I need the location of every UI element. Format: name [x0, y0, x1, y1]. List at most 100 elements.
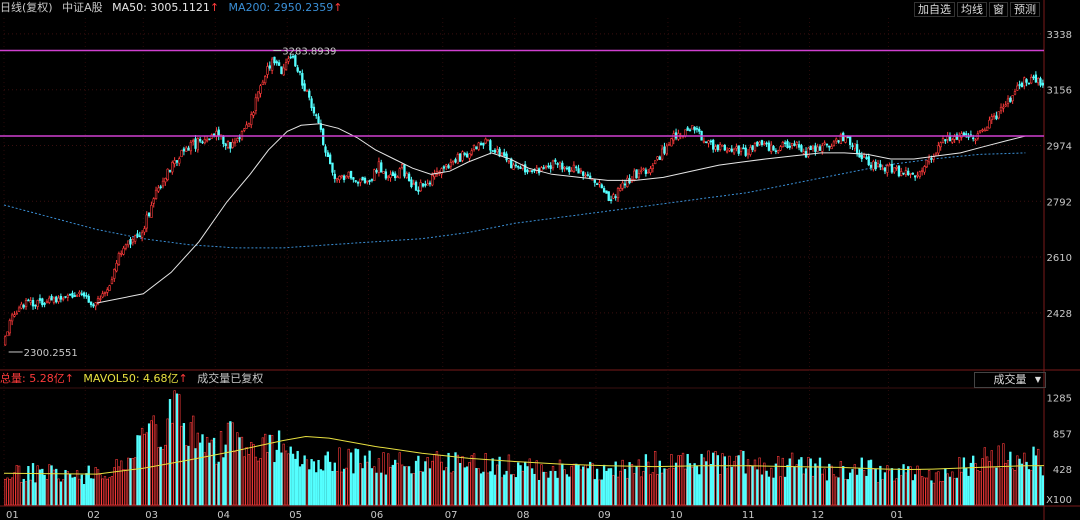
volume-bar [1006, 460, 1010, 506]
volume-bar [384, 474, 388, 506]
volume-bar [575, 463, 578, 506]
candle-body [897, 165, 901, 177]
volume-bar [965, 467, 968, 506]
volume-bar [493, 474, 497, 506]
volume-bar [967, 475, 970, 506]
candle-body [795, 142, 798, 146]
volume-bar [598, 479, 601, 506]
volume-bar [944, 468, 947, 506]
volume-bar [818, 457, 822, 506]
candle-body [990, 116, 993, 121]
candle-body [893, 167, 896, 173]
candle-body [66, 295, 69, 298]
period-label[interactable]: 日线(复权) [0, 1, 53, 14]
ma50-up-arrow-icon: ↑ [209, 1, 220, 14]
candle-body [972, 137, 975, 140]
volume-bar [303, 455, 306, 506]
forecast-button[interactable]: 预测 [1010, 2, 1040, 17]
volume-bar [628, 462, 631, 506]
volume-bar [503, 474, 506, 506]
candle-body [698, 128, 701, 132]
volume-bar [308, 469, 311, 506]
volume-bar [695, 465, 699, 506]
volume-bar [521, 470, 525, 506]
candle-body [554, 159, 557, 162]
window-button[interactable]: 窗 [989, 2, 1008, 17]
candle-body [763, 143, 766, 146]
volume-bar [972, 455, 975, 506]
volume-bar [199, 442, 202, 506]
volume-bar [22, 478, 25, 506]
volume-bar [626, 478, 629, 506]
volume-bar [414, 460, 418, 506]
volume-bar [10, 477, 14, 506]
candle-body [665, 145, 668, 155]
candle-body [231, 141, 234, 148]
candle-body [479, 143, 483, 146]
volume-bar [616, 476, 620, 506]
volume-bar [595, 468, 599, 506]
candle-body [64, 296, 67, 298]
candle-body [600, 184, 603, 189]
volume-bar [568, 476, 571, 506]
candle-body [886, 165, 889, 173]
candle-body [579, 170, 583, 172]
volume-bar [312, 461, 316, 506]
volume-bar [1016, 455, 1019, 506]
moving-average-button[interactable]: 均线 [957, 2, 987, 17]
candle-body [27, 299, 30, 302]
candle-body [247, 123, 251, 127]
volume-bar [535, 460, 538, 506]
candle-body [965, 133, 968, 135]
price-tick-label: 3338 [1047, 30, 1072, 41]
candle-body [103, 291, 107, 294]
candle-body [602, 188, 606, 193]
volume-bar [941, 480, 945, 506]
candle-body [168, 170, 172, 172]
candle-body [983, 129, 986, 132]
candle-body [686, 127, 689, 131]
candle-body [338, 175, 341, 181]
add-watchlist-button[interactable]: 加自选 [914, 2, 955, 17]
price-tick-label: 2792 [1047, 197, 1072, 208]
candle-body [862, 155, 866, 158]
candle-body [152, 198, 155, 204]
volume-bar [405, 466, 408, 506]
candle-body [737, 145, 740, 154]
volume-bar [243, 456, 246, 506]
candle-body [867, 156, 870, 166]
candle-body [941, 138, 945, 143]
volume-bar [528, 458, 531, 506]
candle-body [593, 179, 596, 183]
volume-header: 总量: 5.28亿↑ MAVOL50: 4.68亿↑ 成交量已复权 [0, 371, 269, 387]
volume-bar [322, 470, 325, 506]
volume-bar [1037, 448, 1040, 506]
candle-body [48, 297, 51, 303]
volume-bar [600, 479, 603, 506]
candle-body [368, 180, 371, 182]
candle-body [87, 295, 90, 303]
volume-bar [398, 452, 401, 506]
volume-bar [472, 453, 476, 506]
volume-bar [714, 451, 717, 506]
candle-body [1032, 76, 1035, 79]
candle-body [96, 298, 100, 305]
candle-body [180, 150, 183, 158]
candle-body [1025, 79, 1028, 83]
candle-body [760, 140, 764, 145]
volume-indicator-select[interactable]: 成交量 ▼ [974, 372, 1046, 388]
volume-bar [797, 459, 801, 506]
candle-body [387, 176, 390, 179]
volume-bar [6, 477, 9, 506]
volume-bar [15, 465, 18, 506]
candle-body [660, 148, 664, 160]
volume-bar [349, 452, 353, 506]
volume-bar [772, 477, 775, 506]
volume-bar [224, 444, 227, 506]
volume-bar [510, 474, 513, 506]
volume-bar [693, 463, 696, 506]
volume-bar [828, 463, 831, 506]
level-lines [0, 49, 1044, 137]
candle-body [558, 162, 562, 167]
